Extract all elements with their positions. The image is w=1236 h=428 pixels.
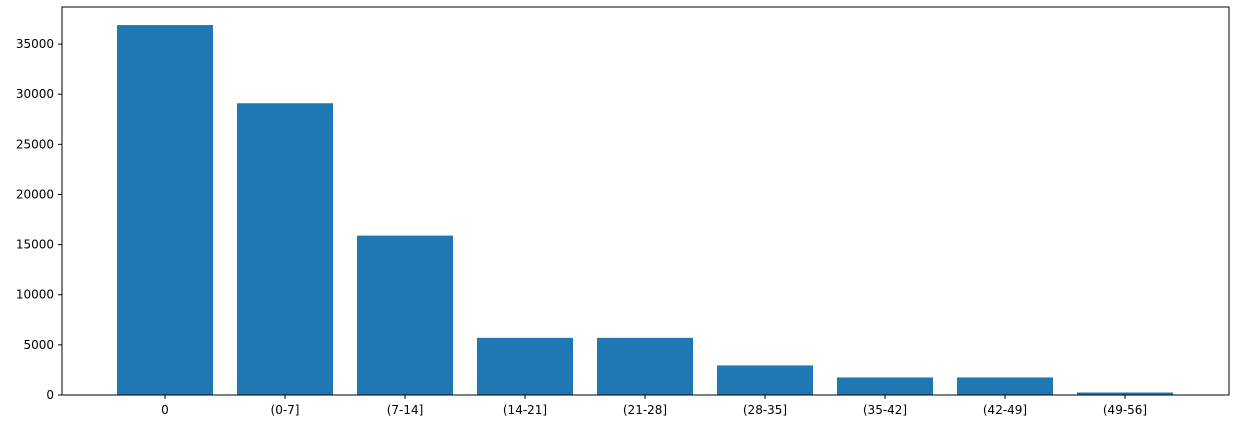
x-tick-label-3: (14-21] (503, 403, 547, 417)
y-tick-label-3: 15000 (16, 238, 54, 252)
bar-3 (477, 337, 573, 395)
y-tick-label-4: 20000 (16, 187, 54, 201)
plot-frame (61, 6, 1230, 396)
x-tick-label-6: (35-42] (863, 403, 907, 417)
x-tick-label-4: (21-28] (623, 403, 667, 417)
x-tick-label-0: 0 (161, 403, 169, 417)
x-tick-label-7: (42-49] (983, 403, 1027, 417)
x-tick-label-5: (28-35] (743, 403, 787, 417)
y-tick-label-2: 10000 (16, 288, 54, 302)
bar-1 (237, 103, 333, 395)
bar-7 (957, 377, 1053, 395)
y-tick-label-6: 30000 (16, 87, 54, 101)
x-tick-label-1: (0-7] (271, 403, 300, 417)
bar-4 (597, 337, 693, 395)
bar-2 (357, 235, 453, 395)
y-tick-label-5: 25000 (16, 137, 54, 151)
bars-group (117, 25, 1173, 396)
bar-6 (837, 377, 933, 395)
bar-5 (717, 365, 813, 395)
bar-0 (117, 25, 213, 396)
x-tick-label-8: (49-56] (1103, 403, 1147, 417)
y-tick-label-7: 35000 (16, 37, 54, 51)
y-tick-label-1: 5000 (23, 338, 54, 352)
x-axis: 0 (0-7] (7-14] (14-21] (21-28] (28-35] (35-42]… (161, 395, 1147, 417)
y-axis: 0 5000 10000 15000 20000 25000 30000 35000 (16, 37, 62, 402)
bar-8 (1077, 392, 1173, 395)
x-tick-label-2: (7-14] (387, 403, 424, 417)
y-tick-label-0: 0 (46, 388, 54, 402)
